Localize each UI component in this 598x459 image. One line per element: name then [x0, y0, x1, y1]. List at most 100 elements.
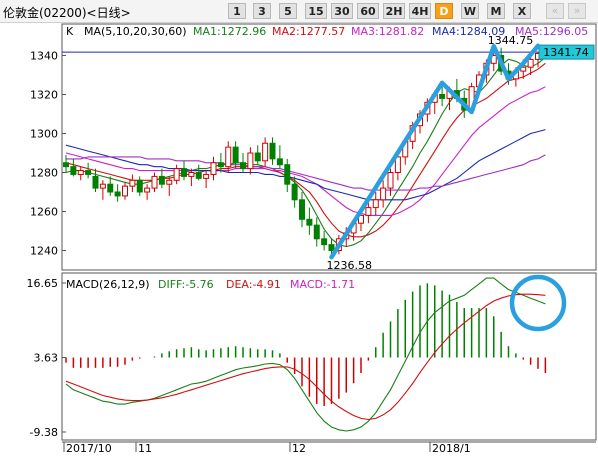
toolbar: 伦敦金(02200)<日线> 1 3 5 15 30 60 2H 4H D W M X « »: [0, 0, 598, 23]
candle: [210, 156, 217, 181]
period-button-4h[interactable]: 4H: [409, 3, 431, 19]
candle-body: [92, 175, 99, 189]
candle: [122, 182, 128, 200]
candle-body: [321, 238, 328, 246]
candle-body: [380, 187, 387, 201]
candle: [291, 176, 298, 208]
period-button-x[interactable]: X: [513, 3, 531, 19]
period-button-m[interactable]: M: [487, 3, 505, 19]
candle: [225, 141, 232, 173]
candle-body: [144, 187, 151, 193]
candle: [114, 184, 121, 202]
price-tick-label: 1300: [30, 128, 58, 141]
period-button-2h[interactable]: 2H: [383, 3, 405, 19]
candle-body: [284, 164, 291, 185]
time-tick-label: 2017/10: [66, 442, 112, 455]
candle: [313, 217, 320, 247]
candle: [99, 180, 106, 200]
prev-arrow-icon[interactable]: «: [546, 3, 564, 19]
macd-tick-label: 3.63: [34, 352, 59, 365]
period-button-d[interactable]: D: [435, 3, 453, 19]
ma-line-5: [66, 154, 546, 191]
candle-body: [372, 199, 379, 209]
legend-k: K: [66, 25, 74, 38]
legend-ma4: MA4:1284.09: [432, 25, 505, 38]
legend-ma3: MA3:1281.82: [351, 25, 424, 38]
candle: [276, 145, 283, 169]
price-tick-label: 1340: [30, 50, 58, 63]
candle-body: [85, 170, 92, 175]
current-price-tag: [538, 44, 595, 60]
candle-body: [114, 191, 121, 197]
candle: [269, 137, 276, 165]
candle-body: [63, 162, 69, 168]
candle-body: [394, 156, 401, 173]
candle-body: [439, 94, 446, 99]
candle-body: [181, 168, 187, 177]
macd-tick-label: -9.38: [30, 426, 58, 439]
candle-body: [247, 152, 254, 170]
candle: [372, 192, 379, 216]
candle-body: [306, 218, 313, 226]
candle-body: [387, 172, 394, 189]
candle: [195, 164, 202, 181]
candle: [158, 168, 165, 189]
candle-body: [136, 179, 143, 193]
legend-ma: MA(5,10,20,30,60): [84, 25, 187, 38]
diff-line: [65, 277, 546, 432]
next-arrow-icon[interactable]: »: [568, 3, 586, 19]
ma-line-4: [65, 129, 546, 201]
candle-body: [166, 179, 173, 185]
price-tick-label: 1280: [30, 167, 58, 180]
candle: [321, 231, 328, 251]
candle-body: [107, 183, 114, 193]
period-button-60[interactable]: 60: [357, 3, 379, 19]
price-panel-frame: [61, 23, 597, 271]
legend-dea: DEA:-4.91: [226, 278, 281, 291]
candle: [188, 168, 195, 187]
candle-body: [129, 179, 136, 187]
candle: [527, 55, 534, 75]
candle-body: [210, 162, 217, 175]
candle-body: [527, 58, 534, 68]
candle: [166, 176, 173, 196]
candle-body: [328, 244, 335, 251]
candle-body: [203, 173, 210, 179]
candle: [365, 201, 372, 224]
candle-body: [240, 162, 246, 170]
candle-body: [254, 152, 261, 162]
candle-body: [70, 166, 77, 175]
candle-body: [99, 183, 106, 189]
candle: [299, 192, 305, 228]
candle: [232, 141, 239, 169]
current-price-label: 1341.74: [543, 46, 589, 59]
ma-line-1: [65, 56, 546, 248]
macd-panel-frame: [61, 272, 597, 441]
candle: [107, 176, 114, 196]
period-button-3[interactable]: 3: [253, 3, 271, 19]
candle-body: [269, 142, 276, 160]
candle-body: [232, 146, 239, 164]
candle-body: [358, 214, 364, 224]
candle: [63, 154, 69, 173]
period-button-30[interactable]: 30: [331, 3, 353, 19]
dea-line: [65, 293, 546, 421]
candle: [85, 162, 92, 179]
price-tick-label: 1240: [30, 245, 58, 258]
period-button-1[interactable]: 1: [228, 3, 246, 19]
candle: [240, 153, 246, 173]
time-tick-label: 11: [138, 442, 152, 455]
candle: [380, 180, 387, 208]
candle: [136, 176, 143, 196]
candle: [77, 166, 84, 181]
candle-body: [313, 224, 320, 240]
candle-body: [151, 175, 158, 189]
legend-ma1: MA1:1272.96: [193, 25, 266, 38]
candle-body: [195, 172, 202, 179]
legend-macd-value: MACD:-1.71: [290, 278, 355, 291]
period-button-15[interactable]: 15: [305, 3, 327, 19]
period-button-w[interactable]: W: [461, 3, 479, 19]
period-button-5[interactable]: 5: [279, 3, 297, 19]
